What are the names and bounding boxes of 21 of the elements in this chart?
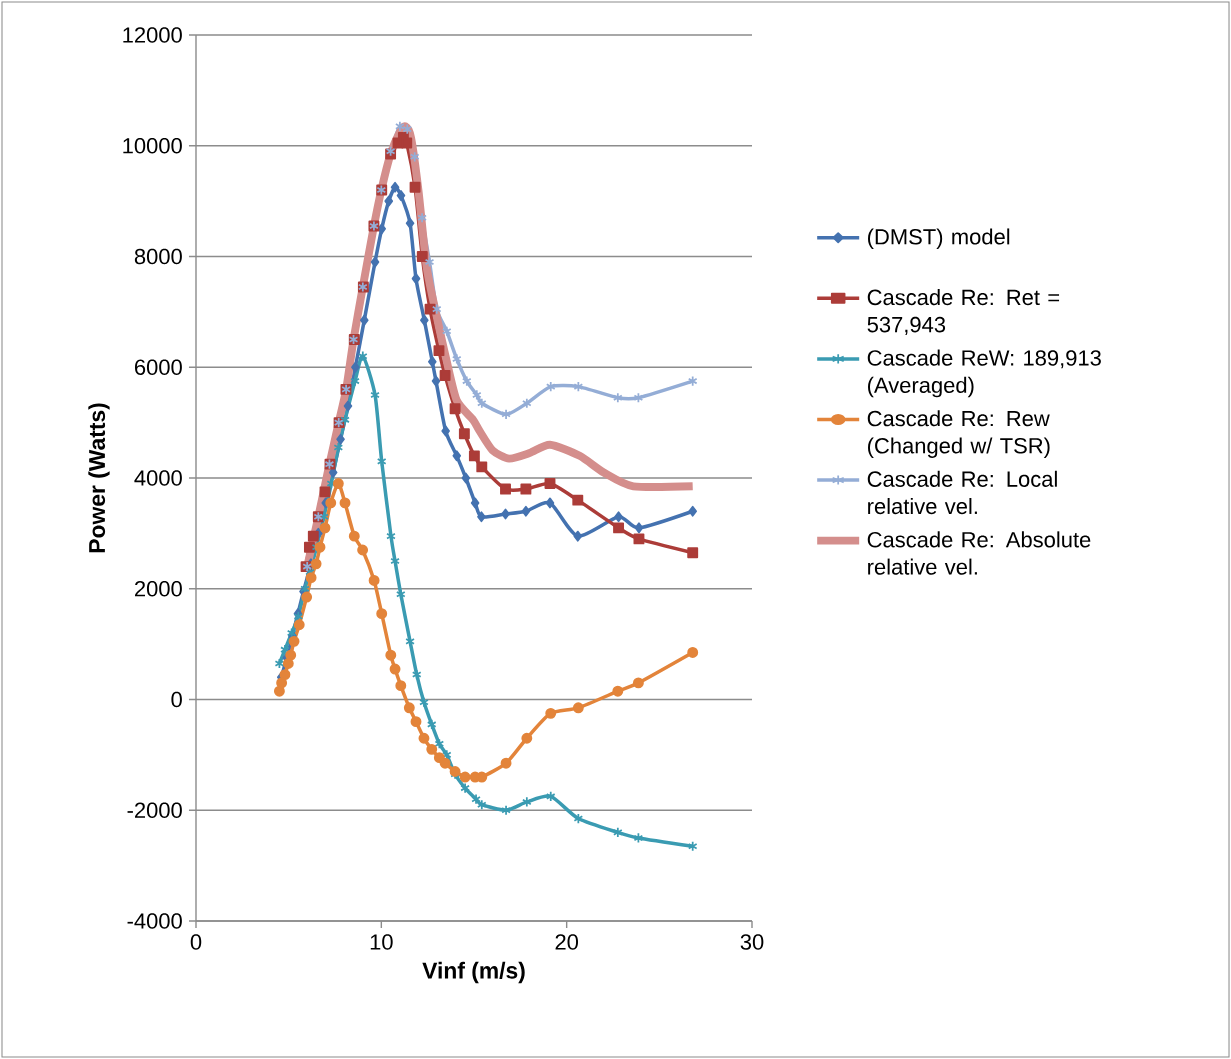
- x-axis-title: Vinf (m/s): [422, 961, 525, 984]
- x-tick-label: 10: [370, 934, 393, 950]
- y-tick-label: 2000: [135, 580, 182, 597]
- legend-label: Cascade ReW: 189,913 (Averaged): [867, 349, 1101, 398]
- y-tick-label: 6000: [135, 359, 182, 376]
- y-axis-title: Power (Watts): [88, 403, 110, 553]
- legend-label: Cascade Re: Absolute relative vel.: [867, 531, 1091, 575]
- x-tick-label: 20: [555, 934, 579, 950]
- y-tick-label: 0: [171, 691, 182, 708]
- x-tick-label: 0: [190, 934, 202, 950]
- legend-label: (DMST) model: [868, 228, 1010, 249]
- y-tick-label: -4000: [127, 913, 182, 929]
- y-tick-label: 4000: [134, 470, 182, 486]
- legend-label: Cascade Re: Ret = 537,943: [867, 289, 1060, 335]
- y-tick-label: 12000: [123, 27, 182, 43]
- legend-label: Cascade Re: Local relative vel.: [867, 470, 1057, 515]
- x-tick-label: 30: [740, 934, 764, 950]
- y-tick-label: -2000: [127, 802, 182, 819]
- y-tick-label: 10000: [123, 137, 182, 154]
- legend-label: Cascade Re: Rew (Changed w/ TSR): [867, 410, 1050, 458]
- y-tick-label: 8000: [134, 248, 182, 265]
